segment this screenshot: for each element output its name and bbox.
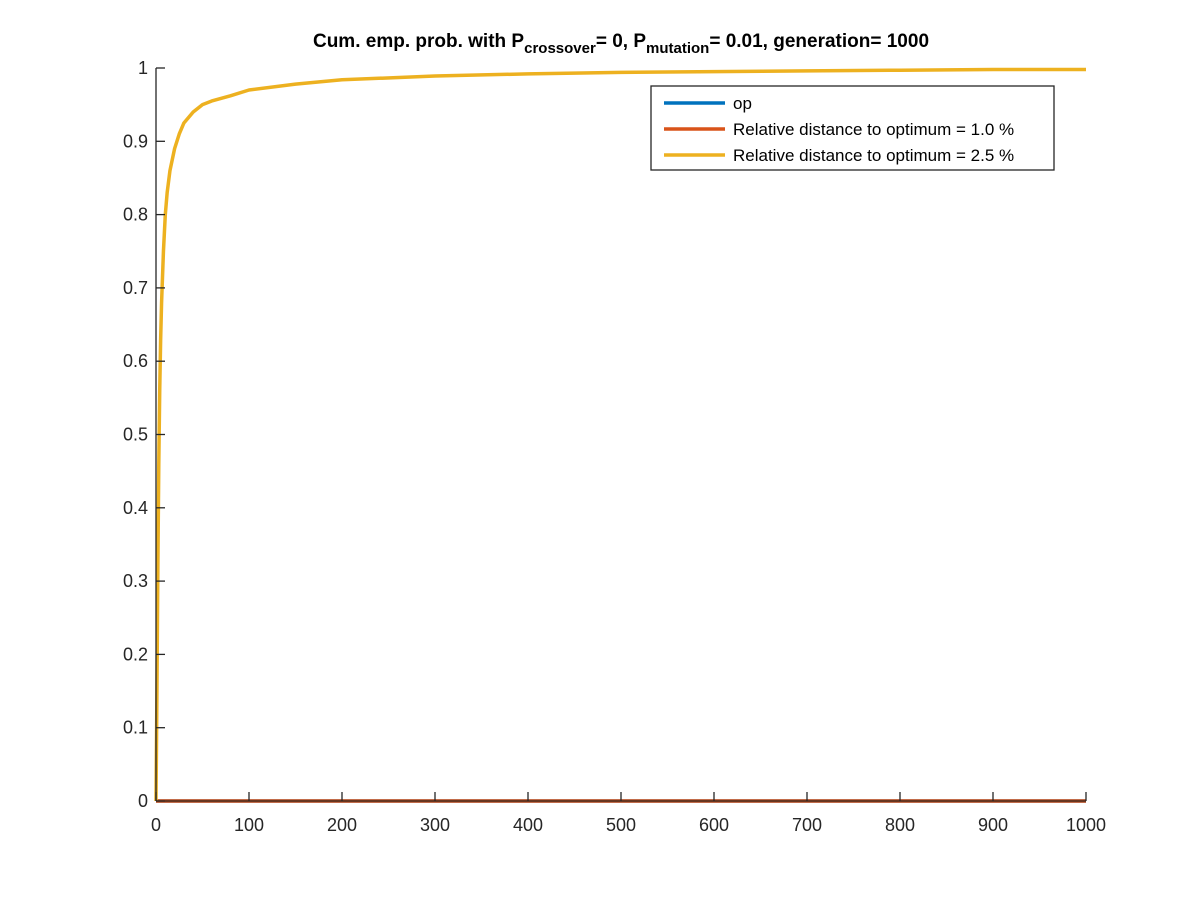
x-tick-label: 900 [978, 815, 1008, 835]
x-tick-label: 1000 [1066, 815, 1106, 835]
y-tick-label: 0.5 [123, 425, 148, 445]
x-tick-label: 800 [885, 815, 915, 835]
chart-title: Cum. emp. prob. with Pcrossover= 0, Pmut… [156, 30, 1086, 57]
x-tick-label: 500 [606, 815, 636, 835]
x-tick-label: 700 [792, 815, 822, 835]
ticks: 0 100 200 300 400 500 600 700 800 900 1000 0 0.1 0.2 0… [123, 58, 1106, 835]
title-subscript-mutation: mutation [646, 40, 710, 57]
y-tick-label: 0.2 [123, 644, 148, 664]
legend-label-2: Relative distance to optimum = 2.5 % [733, 146, 1014, 165]
y-tick-label: 1 [138, 58, 148, 78]
title-subscript-crossover: crossover [524, 40, 596, 57]
y-tick-label: 0.9 [123, 131, 148, 151]
y-tick-label: 0 [138, 791, 148, 811]
series-layer [154, 67, 1086, 803]
y-tick-label: 0.7 [123, 278, 148, 298]
x-tick-label: 100 [234, 815, 264, 835]
y-tick-label: 0.3 [123, 571, 148, 591]
y-tick-label: 0.1 [123, 718, 148, 738]
legend-label-0: op [733, 94, 752, 113]
y-tick-label: 0.6 [123, 351, 148, 371]
axes [155, 68, 1086, 802]
legend: op Relative distance to optimum = 1.0 % Re… [650, 85, 1055, 171]
y-tick-label: 0.4 [123, 498, 148, 518]
title-prefix: Cum. emp. prob. with P [312, 31, 525, 52]
x-tick-label: 0 [151, 815, 161, 835]
legend-label-1: Relative distance to optimum = 1.0 % [733, 120, 1014, 139]
x-tick-label: 300 [420, 815, 450, 835]
x-tick-label: 600 [699, 815, 729, 835]
title-suffix: = 0.01, generation= 1000 [709, 31, 930, 52]
x-tick-label: 400 [513, 815, 543, 835]
series-line-2 [154, 67, 1086, 802]
y-tick-label: 0.8 [123, 205, 148, 225]
title-middle: = 0, P [595, 31, 646, 52]
x-tick-label: 200 [327, 815, 357, 835]
